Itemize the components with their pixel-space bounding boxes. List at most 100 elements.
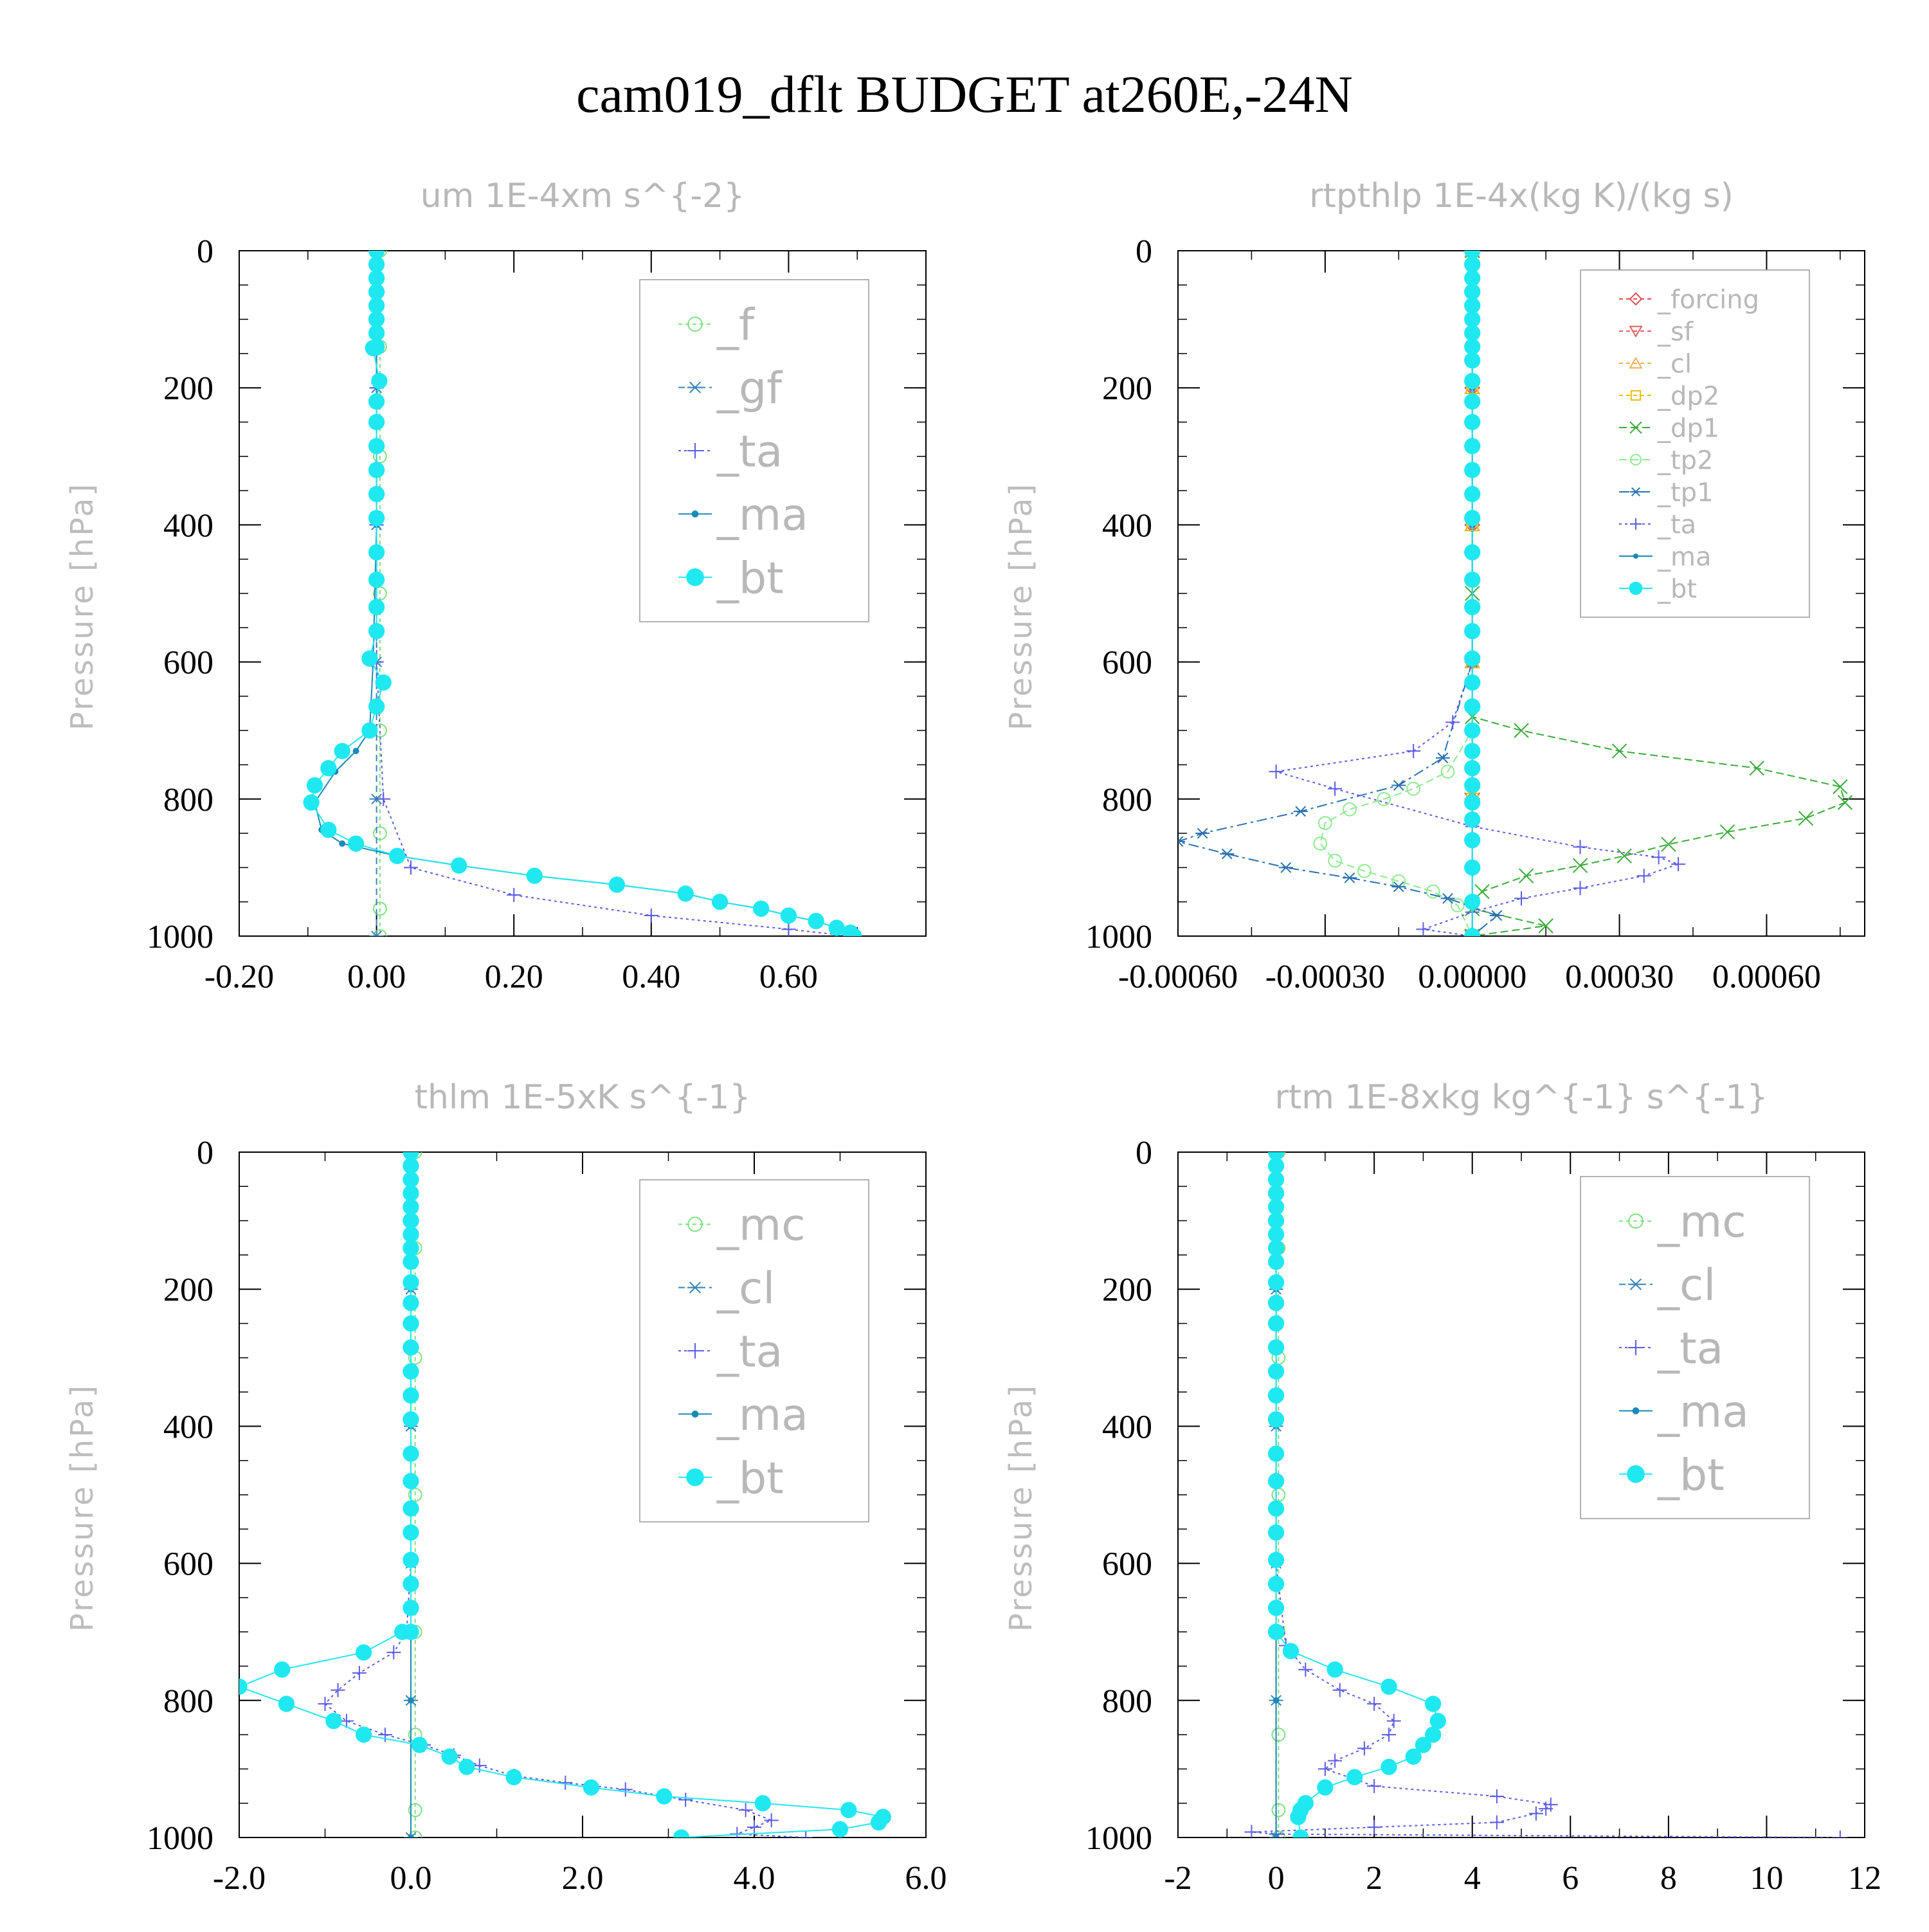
data-point-bt	[368, 462, 385, 478]
data-point-ta	[507, 888, 521, 903]
data-point-bt	[831, 1821, 849, 1837]
data-point-bt	[278, 1695, 295, 1712]
data-point-bt	[403, 1551, 419, 1568]
x-tick-label: 12	[1848, 1860, 1881, 1897]
data-point-bt	[1267, 1387, 1285, 1404]
y-tick-label: 1000	[147, 919, 213, 955]
data-point-bt	[1464, 832, 1481, 849]
data-point-bt	[361, 722, 378, 739]
data-point-bt	[1464, 544, 1481, 561]
panel-title: thlm 1E-5xK s^{-1}	[415, 1078, 751, 1117]
data-point-bt	[368, 544, 385, 561]
data-point-dp1	[1611, 743, 1627, 759]
data-point-ta	[1406, 744, 1421, 759]
x-tick-label: 0	[1268, 1860, 1285, 1897]
data-point-bt	[526, 867, 543, 884]
data-point-bt	[1267, 1171, 1285, 1188]
series-line-ta	[1276, 251, 1681, 936]
x-tick-label: 0.00030	[1565, 959, 1674, 995]
legend-label: _cl	[1657, 349, 1692, 379]
data-point-bt	[1415, 1737, 1432, 1753]
x-tick-label: -2.0	[213, 1860, 266, 1897]
plot-area	[1178, 251, 1853, 936]
data-point-bt	[1464, 462, 1481, 478]
y-tick-label: 800	[1102, 782, 1152, 818]
data-point-dp1	[1749, 761, 1764, 776]
data-point-dp1	[1837, 795, 1853, 810]
legend-box	[639, 1179, 869, 1522]
data-point-ta	[386, 1645, 401, 1660]
data-point-ta	[1328, 1753, 1343, 1768]
y-tick-label: 600	[163, 1546, 213, 1583]
data-point-bt	[1464, 372, 1481, 390]
data-point-ta	[376, 791, 391, 806]
legend-marker	[1628, 1213, 1644, 1229]
data-point-ta	[1367, 1779, 1382, 1794]
data-point-bt	[1464, 325, 1481, 341]
x-tick-label: 0.40	[622, 959, 680, 995]
legend-label: _ta	[716, 426, 783, 477]
data-point-ta	[1514, 891, 1528, 906]
data-point-bt	[403, 1411, 419, 1428]
y-tick-label: 400	[1102, 1409, 1152, 1445]
data-point-bt	[239, 1678, 248, 1695]
legend-marker	[1632, 1407, 1640, 1414]
data-point-ta	[1367, 1697, 1382, 1711]
y-tick-label: 200	[1102, 370, 1152, 407]
data-point-bt	[1464, 438, 1481, 455]
data-point-tp2	[1377, 791, 1391, 806]
legend-label: _sf	[1657, 317, 1694, 347]
data-point-ta	[1636, 869, 1651, 883]
chart-panel-3: thlm 1E-5xK s^{-1} Pressure [hPa] 0 200 400 6…	[64, 1078, 947, 1897]
y-tick-label: 600	[1102, 1546, 1152, 1583]
legend-label: _gf	[716, 363, 783, 414]
x-tick-label: 0.0	[390, 1860, 432, 1897]
legend-label: _bt	[1657, 1450, 1725, 1501]
data-point-tp2	[1313, 836, 1328, 851]
data-point-ma	[1272, 1697, 1280, 1704]
legend-box	[1580, 1176, 1810, 1519]
data-point-ta	[1367, 1820, 1382, 1835]
data-point-bt	[403, 1294, 419, 1312]
x-tick-label: 10	[1750, 1860, 1783, 1897]
data-point-bt	[1381, 1758, 1397, 1775]
data-point-ta	[331, 1683, 345, 1697]
data-point-bt	[1464, 256, 1481, 273]
data-point-ta	[1332, 1683, 1347, 1697]
data-point-bt	[1464, 811, 1481, 828]
y-tick-label: 200	[1102, 1272, 1152, 1308]
x-tick-label: -0.00060	[1118, 959, 1238, 995]
data-point-mc	[1271, 1803, 1286, 1818]
data-point-bt	[403, 1152, 419, 1160]
data-point-ta	[618, 1782, 633, 1797]
data-point-tp1	[1278, 862, 1293, 873]
data-point-bt	[1464, 599, 1481, 615]
data-point-bt	[334, 743, 350, 759]
data-point-bt	[1425, 1726, 1442, 1743]
data-point-bt	[1429, 1713, 1446, 1729]
x-tick-label: 0.00000	[1418, 959, 1526, 995]
legend-label: _cl	[1657, 1260, 1716, 1311]
data-point-bt	[1267, 1623, 1285, 1640]
data-point-bt	[274, 1661, 291, 1678]
legend-marker	[686, 568, 704, 586]
series-line-bt	[1275, 1152, 1439, 1837]
data-point-bt	[608, 876, 626, 893]
data-point-ta	[738, 1803, 753, 1818]
data-point-dp1	[1538, 918, 1553, 934]
data-point-bt	[403, 1198, 419, 1215]
data-point-bt	[1267, 1500, 1285, 1517]
legend-label: _ma	[1657, 542, 1711, 572]
data-point-bt	[368, 251, 385, 259]
chart-panel-2: rtpthlp 1E-4x(kg K)/(kg s) Pressure [hPa]…	[1003, 177, 1865, 995]
data-point-bt	[840, 1801, 857, 1819]
data-point-bt	[1346, 1769, 1363, 1785]
legend-marker	[1630, 487, 1642, 497]
data-point-bt	[780, 907, 797, 924]
y-tick-label: 400	[163, 1409, 213, 1445]
data-point-bt	[1267, 1445, 1285, 1462]
data-point-bt	[368, 413, 385, 431]
data-point-bt	[368, 325, 385, 341]
data-point-ta	[1671, 857, 1686, 872]
data-point-bt	[1292, 1829, 1309, 1837]
